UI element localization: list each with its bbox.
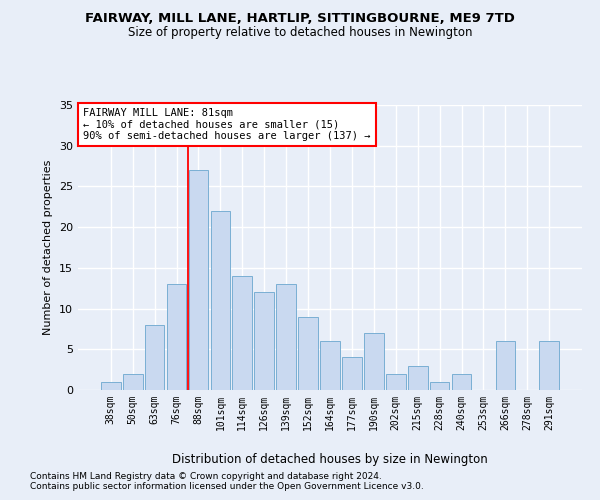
Bar [408, 366, 428, 390]
Bar [145, 325, 164, 390]
Bar [232, 276, 252, 390]
Bar [211, 211, 230, 390]
Text: Size of property relative to detached houses in Newington: Size of property relative to detached ho… [128, 26, 472, 39]
Bar [364, 333, 384, 390]
Bar [452, 374, 472, 390]
Y-axis label: Number of detached properties: Number of detached properties [43, 160, 53, 335]
Bar [101, 382, 121, 390]
Bar [123, 374, 143, 390]
Bar [167, 284, 187, 390]
Text: Distribution of detached houses by size in Newington: Distribution of detached houses by size … [172, 452, 488, 466]
Bar [188, 170, 208, 390]
Text: FAIRWAY, MILL LANE, HARTLIP, SITTINGBOURNE, ME9 7TD: FAIRWAY, MILL LANE, HARTLIP, SITTINGBOUR… [85, 12, 515, 26]
Bar [342, 358, 362, 390]
Bar [254, 292, 274, 390]
Bar [276, 284, 296, 390]
Text: Contains HM Land Registry data © Crown copyright and database right 2024.: Contains HM Land Registry data © Crown c… [30, 472, 382, 481]
Bar [430, 382, 449, 390]
Text: Contains public sector information licensed under the Open Government Licence v3: Contains public sector information licen… [30, 482, 424, 491]
Text: FAIRWAY MILL LANE: 81sqm
← 10% of detached houses are smaller (15)
90% of semi-d: FAIRWAY MILL LANE: 81sqm ← 10% of detach… [83, 108, 371, 141]
Bar [539, 341, 559, 390]
Bar [386, 374, 406, 390]
Bar [320, 341, 340, 390]
Bar [496, 341, 515, 390]
Bar [298, 316, 318, 390]
